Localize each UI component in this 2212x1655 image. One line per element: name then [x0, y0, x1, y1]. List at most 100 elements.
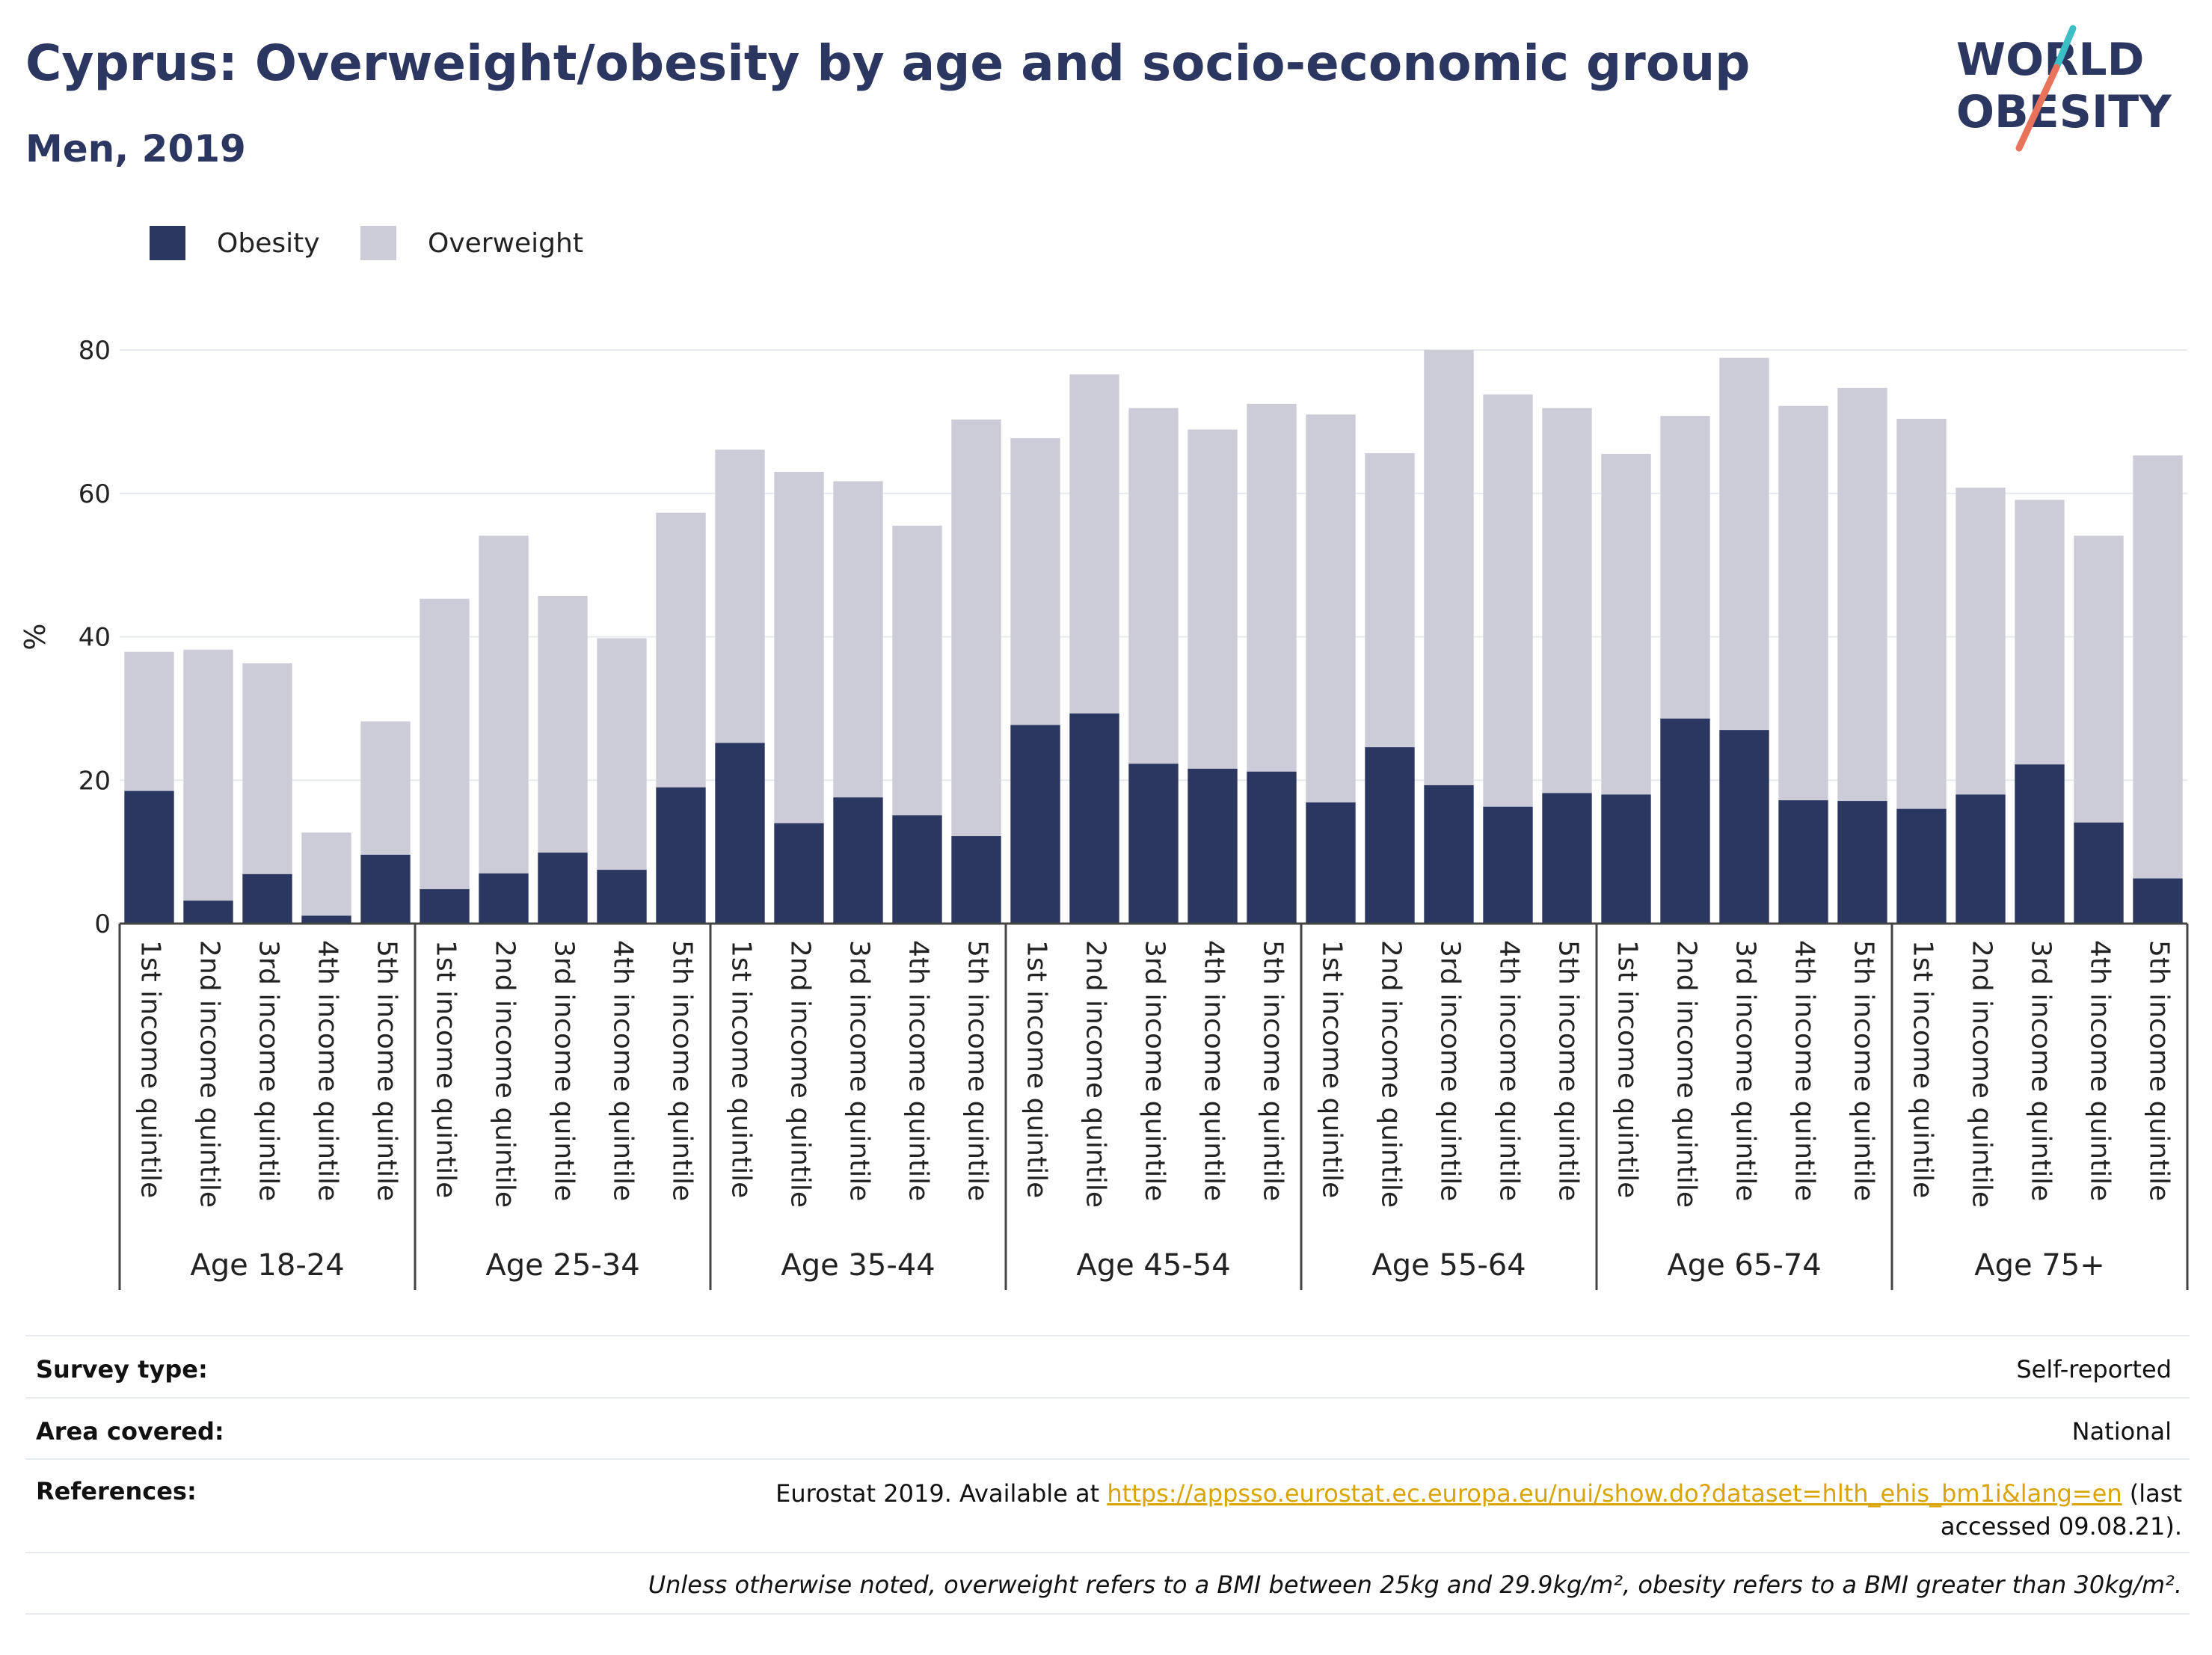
bar-overweight	[1424, 350, 1474, 785]
bar-overweight	[242, 663, 292, 874]
bar-overweight	[1128, 408, 1179, 764]
bar-overweight	[715, 449, 765, 743]
bar-obesity	[124, 790, 174, 924]
x-tick-label: 4th income quintile	[2085, 940, 2116, 1201]
legend-label: Overweight	[428, 228, 583, 259]
bar-obesity	[2015, 764, 2065, 924]
bar-obesity	[2133, 878, 2183, 924]
bar-overweight	[1719, 357, 1769, 731]
x-tick-label: 4th income quintile	[1199, 940, 1229, 1201]
x-tick-label: 3rd income quintile	[254, 940, 284, 1201]
chart: 0 20 40 60 80% Obesity Overweight 1st income qu…	[19, 226, 2189, 1290]
world-obesity-logo: WORLD OBESITY	[1956, 25, 2172, 152]
references-text: Eurostat 2019. Available at https://apps…	[686, 1477, 2182, 1543]
bar-overweight	[1069, 374, 1119, 714]
page-subtitle: Men, 2019	[25, 127, 246, 171]
x-tick-label: 4th income quintile	[1789, 940, 1820, 1201]
bar-overweight	[1837, 387, 1887, 802]
bar-overweight	[1188, 429, 1238, 769]
x-tick-label: 1st income quintile	[1317, 940, 1348, 1198]
bar-obesity	[597, 870, 647, 924]
bar-overweight	[1365, 453, 1415, 748]
references-link[interactable]: https://appsso.eurostat.ec.europa.eu/nui…	[1107, 1479, 2122, 1508]
y-tick-label: 60	[79, 479, 111, 509]
x-tick-label: 3rd income quintile	[1730, 940, 1761, 1201]
x-tick-label: 1st income quintile	[135, 940, 166, 1198]
bar-obesity	[1601, 794, 1651, 924]
logo-line2: OBESITY	[1956, 86, 2172, 138]
bar-obesity	[242, 873, 292, 924]
x-tick-label: 2nd income quintile	[1967, 940, 1997, 1208]
bar-overweight	[892, 525, 942, 816]
group-label: Age 35-44	[781, 1248, 935, 1283]
bar-obesity	[301, 915, 351, 924]
bar-overweight	[656, 512, 706, 787]
bar-obesity	[1188, 768, 1238, 924]
bar-overweight	[2015, 500, 2065, 765]
bar-obesity	[183, 900, 233, 924]
bar-obesity	[1896, 808, 1947, 924]
x-tick-label: 2nd income quintile	[490, 940, 520, 1208]
bar-obesity	[656, 787, 706, 924]
x-tick-label: 4th income quintile	[1494, 940, 1525, 1201]
legend-label: Obesity	[217, 228, 320, 259]
bar-overweight	[597, 638, 647, 871]
area-covered-label: Area covered:	[36, 1417, 224, 1446]
bar-obesity	[1128, 764, 1179, 924]
bar-overweight	[833, 481, 883, 798]
x-tick-label: 4th income quintile	[608, 940, 639, 1201]
bar-overweight	[1660, 416, 1710, 719]
x-tick-label: 3rd income quintile	[844, 940, 875, 1201]
x-tick-label: 2nd income quintile	[1081, 940, 1111, 1208]
bar-overweight	[2133, 455, 2183, 879]
bar-overweight	[774, 471, 824, 823]
legend-swatch	[150, 226, 185, 260]
bar-obesity	[538, 853, 588, 924]
group-label: Age 25-34	[485, 1248, 639, 1283]
x-tick-label: 5th income quintile	[667, 940, 698, 1201]
x-tick-label: 3rd income quintile	[549, 940, 580, 1201]
bar-obesity	[1837, 801, 1887, 924]
x-tick-label: 5th income quintile	[1849, 940, 1879, 1201]
bar-overweight	[1247, 403, 1297, 772]
legend-swatch	[360, 226, 396, 260]
area-covered-value: National	[2071, 1417, 2172, 1446]
x-tick-label: 5th income quintile	[962, 940, 993, 1201]
bar-obesity	[360, 854, 411, 924]
bar-obesity	[715, 743, 765, 924]
bar-obesity	[1483, 806, 1533, 924]
bar-overweight	[1778, 405, 1828, 801]
logo-slash-teal	[2053, 25, 2077, 71]
group-label: Age 65-74	[1667, 1248, 1821, 1283]
bar-obesity	[1660, 718, 1710, 924]
x-tick-label: 1st income quintile	[1612, 940, 1643, 1198]
y-tick-label: 80	[79, 336, 111, 366]
bar-overweight	[951, 419, 1001, 837]
x-tick-label: 2nd income quintile	[194, 940, 225, 1208]
x-tick-label: 1st income quintile	[1021, 940, 1052, 1198]
bar-obesity	[1247, 771, 1297, 924]
x-tick-label: 3rd income quintile	[2026, 940, 2056, 1201]
bar-obesity	[1010, 725, 1060, 924]
x-tick-label: 4th income quintile	[903, 940, 934, 1201]
bar-overweight	[1896, 419, 1947, 809]
bar-obesity	[479, 873, 529, 924]
x-tick-label: 1st income quintile	[431, 940, 461, 1198]
bmi-footnote: Unless otherwise noted, overweight refer…	[648, 1570, 2182, 1599]
references-label: References:	[36, 1477, 197, 1505]
x-tick-label: 2nd income quintile	[1671, 940, 1702, 1208]
bar-obesity	[1956, 794, 2006, 924]
references-prefix: Eurostat 2019. Available at	[775, 1479, 1107, 1508]
x-tick-label: 1st income quintile	[726, 940, 757, 1198]
divider	[25, 1335, 2190, 1336]
x-tick-label: 2nd income quintile	[785, 940, 816, 1208]
page-title: Cyprus: Overweight/obesity by age and so…	[25, 34, 1751, 92]
bar-overweight	[1010, 437, 1060, 725]
bar-overweight	[479, 535, 529, 873]
bar-obesity	[420, 888, 470, 924]
x-tick-label: 5th income quintile	[2144, 940, 2175, 1201]
bar-overweight	[420, 598, 470, 889]
bar-obesity	[1424, 784, 1474, 924]
divider	[25, 1397, 2190, 1398]
survey-type-label: Survey type:	[36, 1355, 208, 1384]
